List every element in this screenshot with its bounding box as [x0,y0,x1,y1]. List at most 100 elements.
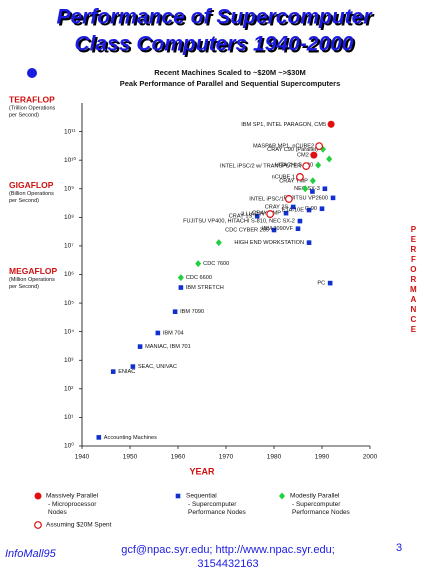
legend-marker [34,492,42,500]
legend-label: Modestly Parallel [290,493,340,500]
title: Performance of Supercomputer [56,6,373,29]
y-annotation-note: (Billion Operations [9,191,54,197]
y-annotation: MEGAFLOP [9,266,57,276]
data-point [177,274,184,282]
legend-marker [34,521,42,529]
point-label: INTEL iPSC/1 [249,196,284,202]
data-point [319,206,325,212]
point-label: INTEL iPSC/2 w/ TRANSPUTER [220,164,301,170]
y-annotation: TERAFLOP [9,94,55,104]
bullet [27,68,37,78]
point-label: CRAY 1S [229,214,253,220]
data-point [297,218,303,224]
point-label: IBM 7090 [180,309,204,315]
data-point [110,369,116,374]
data-point [326,155,333,163]
subtitle: Peak Performance of Parallel and Sequent… [120,79,341,88]
y-axis-label: PERFORMANCE [409,225,418,335]
subtitle: Recent Machines Scaled to ~$20M ~>$30M [154,68,306,77]
data-point [296,172,304,181]
point-label: MASPAR MP1, nCUBE2 [253,144,314,150]
point-label: MANIAC, IBM 701 [145,344,191,350]
y-tick-label: 10¹¹ [64,128,76,135]
x-axis-label: YEAR [189,466,215,476]
y-annotation-note: per Second) [9,198,39,204]
y-annotation-note: per Second) [9,112,39,118]
data-point [137,344,143,349]
x-tick-label: 1990 [315,454,330,461]
data-point [310,151,318,159]
data-point [302,185,309,193]
y-tick-label: 10⁴ [64,328,74,335]
point-label: IBM STRETCH [186,285,224,291]
legend-label: Assuming $20M Spent [46,522,112,529]
point-label: IBM 704 [163,330,184,336]
y-annotation-note: per Second) [9,284,39,290]
footer-center: 3154432163 [197,558,258,570]
data-point [254,213,260,219]
data-point [290,204,296,210]
point-label: ETA-10E [282,208,305,214]
data-point [172,309,178,314]
point-label: IBM 3090VF [262,226,294,232]
y-tick-label: 10³ [64,357,74,364]
data-point [327,120,335,128]
y-tick-label: 10² [64,386,74,393]
data-point [96,435,102,440]
title: Class Computers 1940-2000 [75,33,354,56]
point-label: CRAY 2S [265,204,289,210]
data-point [306,207,312,213]
point-label: CDC 6600 [186,275,212,281]
point-label: Accounting Machines [104,435,157,441]
point-label: CRAY C90 (Parallel) [267,147,318,153]
data-point [315,142,324,151]
point-label: FUJITSU VP2600 [284,195,328,201]
data-point [295,226,301,232]
point-label: PC [317,281,325,287]
data-point [266,210,275,218]
data-point [283,210,289,216]
legend-note: - Supercomputer Performance Nodes [292,501,351,516]
data-point [155,330,161,336]
data-point [309,177,316,185]
y-annotation-note: (Trillion Operations [9,105,56,111]
y-tick-label: 10⁶ [64,271,74,278]
y-tick-label: 10⁹ [64,185,74,192]
data-point [330,195,336,201]
point-label: CRAY YMP [279,178,308,184]
point-label: nCUBE 1 [272,174,295,180]
y-annotation: GIGAFLOP [9,180,54,190]
data-point [215,239,222,247]
data-point [327,280,333,286]
data-point [310,189,315,194]
legend-note: - Supercomputer Performance Nodes [188,501,247,516]
y-tick-label: 10⁵ [64,300,74,307]
point-label: FUJITSU VP400, HITACHI S-810, NEC SX-2 [183,219,295,225]
legend-marker [175,493,181,499]
data-point [178,285,184,290]
y-annotation-note: (Million Operations [9,277,55,283]
page-number: 3 [396,542,402,554]
legend-label: Massively Parallel [46,493,99,500]
x-tick-label: 1970 [219,454,234,461]
point-label: ENIAC [118,369,135,375]
point-label: HIGH END WORKSTATION [234,240,304,246]
point-label: CDC CYBER 205 [225,228,269,234]
y-tick-label: 10⁰ [64,442,74,450]
x-tick-label: 1940 [75,454,90,461]
data-point [315,161,322,169]
data-point [271,227,277,233]
data-point [302,162,311,171]
y-tick-label: 10⁸ [64,214,74,221]
data-point [195,260,202,268]
point-label: SEAC, UNIVAC [138,364,177,370]
y-tick-label: 10⁷ [64,243,74,250]
x-tick-label: 2000 [363,454,378,461]
legend-note: - Microprocessor Nodes [48,501,97,516]
data-point [306,240,312,245]
data-point [322,186,328,192]
footer-left: InfoMall95 [5,548,57,560]
y-tick-label: 10¹ [64,414,74,421]
point-label: C-90 [305,206,317,212]
x-tick-label: 1980 [267,454,282,461]
